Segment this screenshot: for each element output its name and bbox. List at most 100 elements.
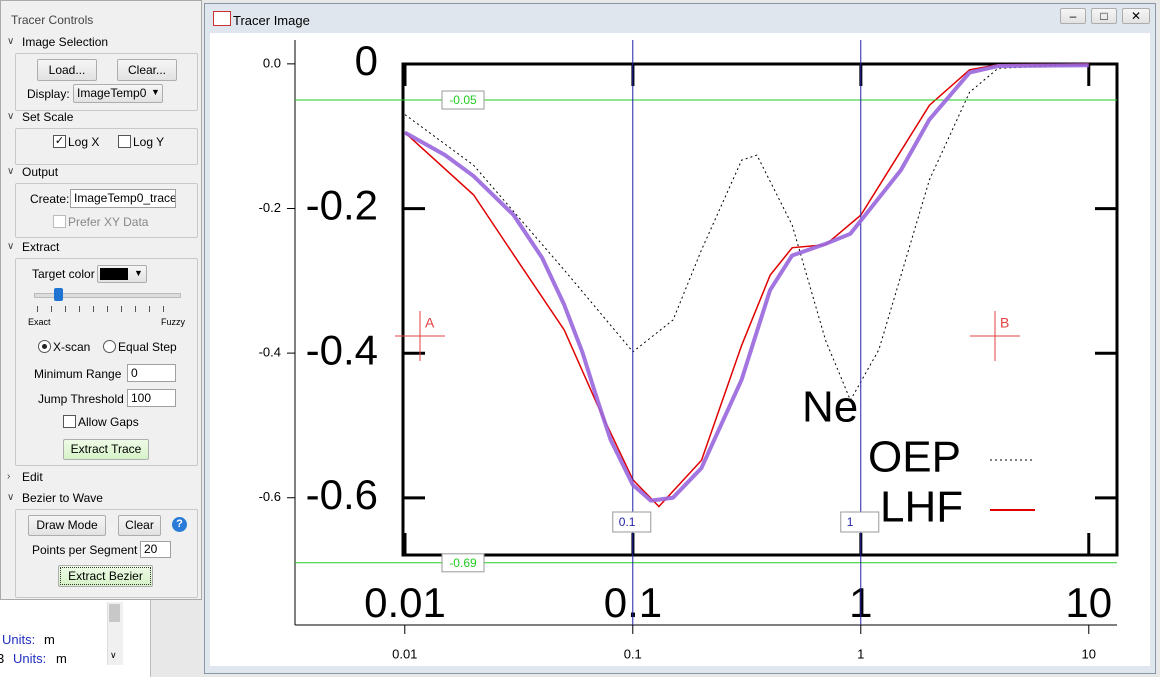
data-line (403, 63, 1089, 503)
display-label: Display: (27, 87, 70, 101)
extract-bezier-button[interactable]: Extract Bezier (58, 565, 153, 587)
data-line (404, 63, 1089, 402)
jump-input[interactable]: 100 (127, 389, 176, 407)
create-label: Create: (30, 192, 70, 206)
target-color-label: Target color (32, 267, 95, 281)
clear-button[interactable]: Clear (118, 515, 161, 536)
section-heading[interactable]: Extract (22, 240, 60, 254)
log-y-label: Log Y (133, 135, 165, 149)
group-box (15, 258, 198, 466)
section-heading[interactable]: Set Scale (22, 110, 74, 124)
window-title: Tracer Image (233, 13, 310, 28)
jump-label: Jump Threshold (38, 392, 124, 406)
cursor-label: 1 (847, 515, 854, 529)
background-window: ∨ Units: m 3 Units: m (0, 600, 151, 677)
image-y-label: -0.6 (306, 471, 378, 518)
units-value: m (44, 632, 55, 647)
color-swatch (100, 268, 128, 280)
checkbox[interactable] (118, 135, 131, 148)
group-box (15, 53, 198, 111)
image-annotation: Ne (802, 383, 858, 432)
checkbox[interactable] (53, 215, 66, 228)
checkbox[interactable] (63, 415, 76, 428)
image-y-label: -0.2 (306, 182, 378, 229)
data-line (404, 63, 1089, 508)
checkbox[interactable]: ✓ (53, 135, 66, 148)
image-x-label: 0.01 (364, 579, 446, 626)
image-y-label: 0 (355, 37, 378, 84)
draw-mode-button[interactable]: Draw Mode (28, 515, 106, 536)
chevron[interactable]: › (7, 471, 11, 482)
section-heading[interactable]: Bezier to Wave (22, 491, 103, 505)
dropdown-arrow: ▼ (134, 268, 143, 278)
section-heading[interactable]: Image Selection (22, 35, 109, 49)
chevron[interactable]: ∨ (7, 36, 15, 47)
radio[interactable] (103, 340, 116, 353)
cursor-name: A (425, 315, 435, 331)
cursor-label: -0.05 (449, 93, 477, 107)
extract-trace-button[interactable]: Extract Trace (63, 439, 149, 460)
row-prefix: 3 (0, 651, 5, 666)
x-tick-label: 1 (857, 646, 864, 661)
min-range-label: Minimum Range (34, 367, 122, 381)
cursor-label: -0.69 (449, 556, 477, 570)
slider-track (34, 293, 181, 298)
image-frame (401, 62, 1119, 557)
cursor-name: B (1000, 315, 1009, 331)
legend-label: OEP (868, 433, 961, 482)
dropdown-arrow: ▼ (151, 87, 160, 97)
maximize-button[interactable]: □ (1091, 8, 1117, 24)
log-x-label: Log X (68, 135, 100, 149)
points-label: Points per Segment (32, 543, 138, 557)
image-y-label: -0.4 (306, 326, 378, 373)
radio-dot (42, 344, 47, 349)
clear-button[interactable]: Clear... (117, 59, 177, 81)
section-heading[interactable]: Edit (22, 470, 43, 484)
image-x-label: 10 (1065, 579, 1112, 626)
x-tick-label: 10 (1082, 646, 1096, 661)
panel-title: Tracer Controls (11, 13, 94, 27)
fuzzy-label: Fuzzy (161, 317, 186, 327)
group-box (15, 509, 198, 598)
scroll-thumb[interactable] (109, 604, 120, 622)
y-tick-label: -0.4 (259, 345, 281, 360)
display-select[interactable]: ImageTemp0 (73, 84, 163, 103)
chevron[interactable]: ∨ (7, 166, 15, 177)
load-button[interactable]: Load... (37, 59, 97, 81)
min-range-input[interactable]: 0 (127, 364, 176, 382)
cursor-label-box (441, 90, 485, 110)
chevron[interactable]: ∨ (7, 241, 15, 252)
cursor-label-box (441, 553, 485, 573)
units-label: Units: (2, 632, 36, 647)
cursor-label-box (840, 511, 880, 533)
create-input[interactable]: ImageTemp0_trace (70, 189, 176, 208)
chevron[interactable]: ∨ (7, 111, 15, 122)
minimize-button[interactable]: – (1060, 8, 1086, 24)
allow-gaps-label: Allow Gaps (78, 415, 139, 429)
x-scan-label: X-scan (53, 340, 91, 354)
y-tick-label: -0.2 (259, 200, 281, 215)
slider-thumb[interactable] (54, 288, 63, 301)
legend-label: LHF (880, 483, 963, 532)
units-label: Units: (13, 651, 47, 666)
y-tick-label: -0.6 (259, 489, 281, 504)
prefer-xy-label: Prefer XY Data (68, 215, 149, 229)
close-button[interactable]: ✕ (1122, 8, 1150, 24)
x-tick-label: 0.1 (624, 646, 642, 661)
group-box (15, 183, 198, 238)
help-icon[interactable]: ? (172, 517, 187, 532)
points-input[interactable]: 20 (140, 541, 171, 558)
equal-step-label: Equal Step (118, 340, 177, 354)
section-heading[interactable]: Output (22, 165, 59, 179)
chevron[interactable]: ∨ (7, 492, 15, 503)
x-tick-label: 0.01 (392, 646, 417, 661)
window-icon (213, 11, 231, 26)
y-tick-label: 0.0 (263, 55, 281, 70)
scroll-arrow[interactable]: ∨ (110, 650, 117, 660)
radio-selected[interactable] (38, 340, 51, 353)
exact-label: Exact (28, 317, 51, 327)
group-box (15, 128, 198, 165)
